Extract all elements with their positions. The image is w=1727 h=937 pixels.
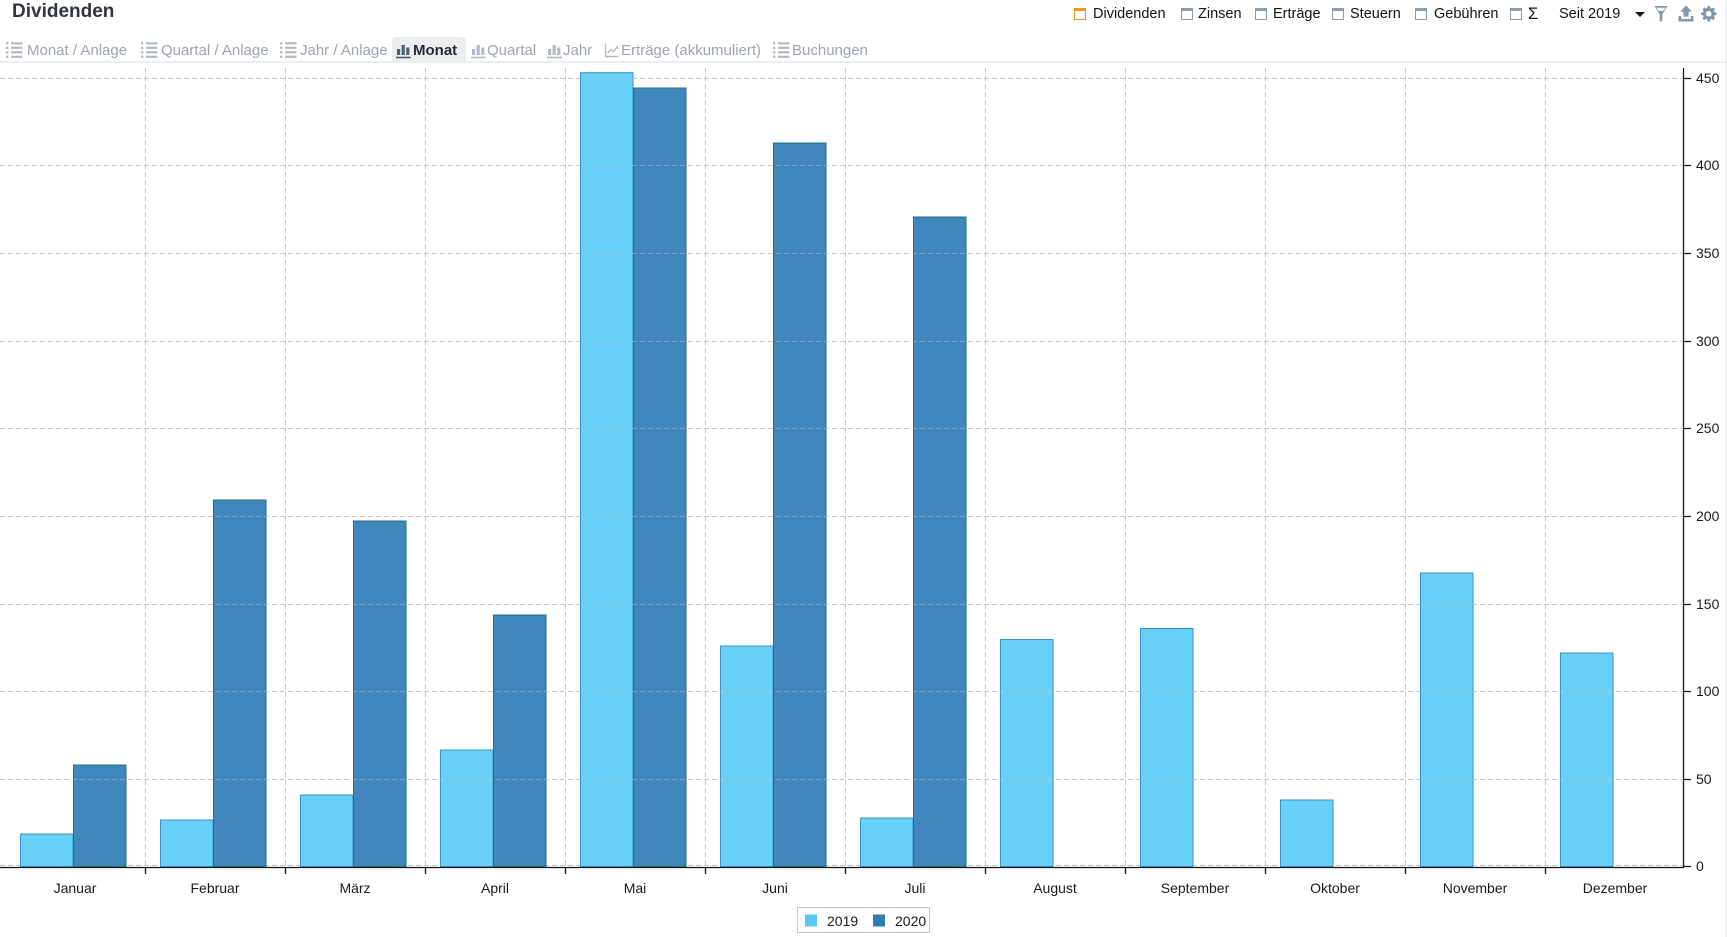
svg-text:Mai: Mai <box>624 880 647 896</box>
svg-text:Juni: Juni <box>762 880 788 896</box>
svg-text:350: 350 <box>1696 245 1720 261</box>
svg-text:Oktober: Oktober <box>1310 880 1360 896</box>
svg-text:100: 100 <box>1696 683 1720 699</box>
svg-text:200: 200 <box>1696 508 1720 524</box>
svg-text:April: April <box>481 880 509 896</box>
svg-text:400: 400 <box>1696 157 1720 173</box>
svg-text:März: März <box>339 880 370 896</box>
svg-text:September: September <box>1161 880 1230 896</box>
svg-text:Dezember: Dezember <box>1583 880 1648 896</box>
svg-text:150: 150 <box>1696 596 1720 612</box>
svg-text:Juli: Juli <box>904 880 925 896</box>
svg-text:50: 50 <box>1696 771 1712 787</box>
svg-text:Februar: Februar <box>190 880 239 896</box>
svg-text:November: November <box>1443 880 1508 896</box>
svg-text:2020: 2020 <box>895 913 926 929</box>
svg-text:300: 300 <box>1696 333 1720 349</box>
svg-text:0: 0 <box>1696 858 1704 874</box>
svg-text:August: August <box>1033 880 1077 896</box>
svg-text:450: 450 <box>1696 70 1720 86</box>
svg-text:250: 250 <box>1696 420 1720 436</box>
svg-text:Januar: Januar <box>54 880 97 896</box>
svg-text:2019: 2019 <box>827 913 858 929</box>
